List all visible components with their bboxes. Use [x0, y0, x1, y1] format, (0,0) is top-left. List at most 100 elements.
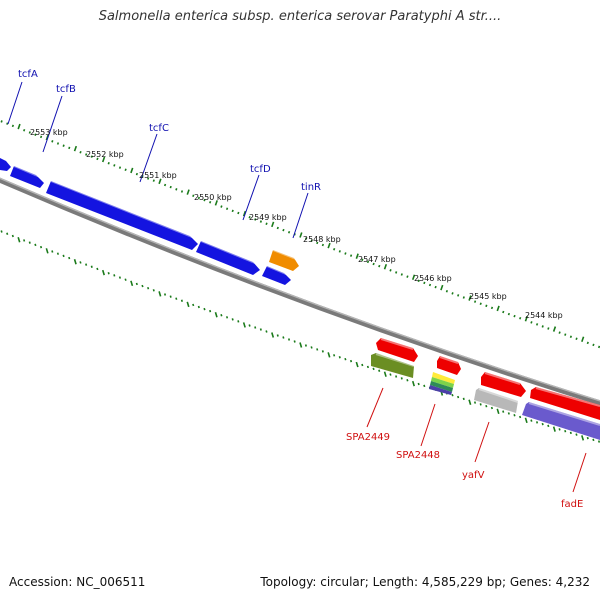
inner-tick — [592, 438, 595, 442]
inner-tick — [259, 328, 262, 331]
outer-tick — [395, 271, 398, 274]
outer-tick — [445, 289, 449, 293]
scale-label: 2545 kbp — [469, 292, 507, 301]
gene-arrow-blue-4[interactable] — [196, 241, 260, 275]
outer-tick — [428, 283, 432, 287]
outer-tick — [451, 292, 454, 295]
gene-arrow-red-2[interactable] — [437, 356, 461, 375]
map-title: Salmonella enterica subsp. enterica sero… — [98, 9, 502, 24]
inner-tick — [147, 286, 150, 290]
length-label: Length: — [372, 575, 419, 589]
inner-tick — [282, 336, 285, 339]
inner-tick — [34, 243, 37, 247]
inner-tick — [237, 320, 240, 323]
outer-tick — [158, 178, 162, 185]
outer-tick — [45, 134, 49, 141]
gene-arrow-blue-1[interactable] — [0, 158, 11, 171]
outer-tick — [152, 179, 155, 182]
gene-arrow-olive[interactable] — [371, 353, 414, 378]
gene-arrow-red-4[interactable] — [530, 387, 600, 420]
gene-label-yafV[interactable]: yafV — [462, 470, 485, 481]
inner-tick — [524, 417, 528, 424]
topology-value: circular — [320, 575, 365, 589]
gene-label-tcfD[interactable]: tcfD — [250, 164, 271, 175]
outer-tick — [423, 281, 426, 285]
inner-tick — [507, 412, 510, 415]
outer-tick — [28, 131, 31, 134]
inner-tick — [96, 267, 99, 271]
outer-tick — [147, 177, 150, 180]
outer-tick — [130, 167, 134, 174]
inner-tick — [254, 326, 257, 329]
outer-tick — [417, 279, 420, 283]
inner-tick — [169, 295, 172, 298]
inner-tick — [333, 354, 336, 357]
outer-tick — [462, 296, 465, 299]
outer-tick — [552, 326, 557, 332]
outer-tick — [496, 305, 500, 312]
outer-tick — [564, 333, 567, 336]
outer-tick — [11, 124, 15, 128]
gene-arrow-blue-5[interactable] — [262, 266, 291, 285]
tick-tracks — [0, 120, 600, 443]
outer-tick — [530, 321, 533, 324]
gene-arrow-red-1[interactable] — [376, 338, 418, 362]
gene-arrow-gray[interactable] — [474, 388, 518, 413]
gene-label-tcfA[interactable]: tcfA — [18, 69, 38, 80]
outer-tick — [333, 247, 336, 251]
gene-arrow-purple[interactable] — [522, 402, 600, 440]
outer-tick — [569, 335, 573, 338]
outer-tick — [349, 254, 353, 257]
length-value: 4,585,229 bp — [421, 575, 502, 589]
outer-tick — [406, 275, 409, 278]
inner-tick — [11, 234, 14, 238]
outer-tick — [231, 209, 234, 213]
gene-label-tinR[interactable]: tinR — [301, 182, 321, 193]
outer-tick — [597, 345, 600, 349]
gene-label-SPA2449[interactable]: SPA2449 — [346, 432, 390, 443]
reverse-genes — [371, 338, 600, 440]
gene-arrow-red-3[interactable] — [481, 372, 526, 397]
outer-tick — [586, 341, 589, 345]
outer-tick — [299, 232, 303, 238]
outer-tick — [39, 135, 43, 139]
gene-label-SPA2448[interactable]: SPA2448 — [396, 450, 440, 461]
outer-tick — [276, 226, 279, 230]
genes-label: Genes: — [509, 575, 552, 589]
inner-tick — [113, 274, 116, 277]
gene-arrow-blue-3[interactable] — [46, 181, 198, 250]
inner-tick — [395, 375, 398, 378]
gene-arrow-multicolor[interactable] — [429, 372, 455, 395]
inner-tick — [479, 403, 482, 406]
inner-tick — [242, 322, 246, 328]
gene-label-tcfB[interactable]: tcfB — [56, 84, 76, 95]
outer-tick — [287, 230, 291, 234]
inner-tick — [79, 261, 82, 264]
outer-tick — [361, 258, 364, 262]
outer-tick — [23, 129, 26, 132]
outer-tick — [34, 133, 37, 136]
outer-tick — [400, 273, 403, 276]
forward-label-lines — [7, 81, 309, 239]
inner-tick — [502, 410, 505, 413]
scale-label: 2553 kbp — [30, 128, 68, 137]
inner-tick — [101, 269, 105, 276]
outer-tick — [113, 164, 116, 167]
inner-tick — [209, 309, 212, 313]
inner-tick — [6, 232, 9, 235]
inner-tick — [411, 380, 415, 387]
gene-arrow-orange[interactable] — [269, 250, 299, 271]
scale-label: 2552 kbp — [86, 150, 124, 159]
outer-tick — [62, 144, 65, 147]
outer-tick — [282, 228, 285, 232]
inner-tick — [344, 357, 347, 361]
inner-tick — [468, 399, 472, 405]
outer-tick — [524, 316, 528, 322]
gene-label-fadE[interactable]: fadE — [561, 499, 583, 510]
inner-tick — [383, 371, 387, 377]
inner-tick — [85, 263, 88, 266]
outer-tick — [203, 198, 206, 202]
gene-label-tcfC[interactable]: tcfC — [149, 123, 169, 134]
gene-arrow-blue-2[interactable] — [10, 166, 44, 188]
outer-tick — [90, 155, 93, 158]
